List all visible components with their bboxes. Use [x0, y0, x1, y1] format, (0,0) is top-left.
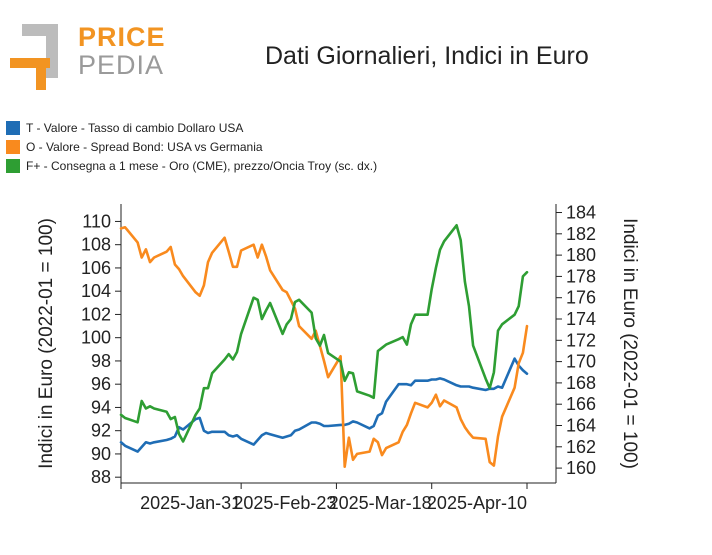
y-tick-label-left: 96	[91, 374, 111, 394]
y-tick-label-left: 92	[91, 421, 111, 441]
legend: T - Valore - Tasso di cambio Dollaro USA…	[6, 118, 377, 175]
logo-orange-bar	[10, 58, 50, 68]
y-tick-label-left: 102	[81, 304, 111, 324]
y-tick-label-right: 166	[566, 394, 596, 414]
legend-item[interactable]: F+ - Consegna a 1 mese - Oro (CME), prez…	[6, 156, 377, 175]
y-tick-label-right: 168	[566, 373, 596, 393]
y-tick-label-right: 176	[566, 288, 596, 308]
y-tick-label-left: 106	[81, 258, 111, 278]
legend-label: T - Valore - Tasso di cambio Dollaro USA	[26, 120, 244, 135]
series-line-2	[119, 224, 529, 443]
x-tick-label: 2025-Mar-18	[329, 493, 432, 513]
legend-label: O - Valore - Spread Bond: USA vs Germani…	[26, 139, 263, 154]
y-tick-label-right: 174	[566, 309, 596, 329]
y-tick-label-left: 104	[81, 281, 111, 301]
y-tick-label-left: 108	[81, 235, 111, 255]
y-tick-label-left: 94	[91, 397, 111, 417]
y-tick-label-right: 178	[566, 266, 596, 286]
pricepedia-logo: PRICE PEDIA	[8, 20, 168, 92]
x-tick-label: 2025-Feb-23	[233, 493, 336, 513]
y-axis-title-left: Indici in Euro (2022-01 = 100)	[36, 218, 57, 469]
y-tick-label-left: 110	[82, 211, 111, 231]
y-tick-label-right: 182	[566, 224, 596, 244]
y-tick-label-left: 98	[91, 351, 111, 371]
x-tick-label: 2025-Jan-31	[140, 493, 241, 513]
logo-orange-pillar	[36, 58, 46, 90]
logo-mark	[10, 24, 58, 90]
y-tick-label-right: 172	[566, 330, 596, 350]
y-tick-label-left: 100	[81, 328, 111, 348]
legend-swatch	[6, 139, 20, 154]
series-line-1	[119, 226, 529, 469]
y-tick-label-right: 184	[566, 203, 596, 223]
logo-text-pedia: PEDIA	[78, 50, 165, 80]
legend-swatch	[6, 158, 20, 173]
x-tick-label: 2025-Apr-10	[427, 493, 527, 513]
logo-text-price: PRICE	[78, 22, 166, 52]
legend-label: F+ - Consegna a 1 mese - Oro (CME), prez…	[26, 158, 378, 173]
y-tick-label-right: 164	[566, 415, 596, 435]
legend-item[interactable]: O - Valore - Spread Bond: USA vs Germani…	[6, 137, 377, 156]
legend-swatch	[6, 120, 20, 135]
y-tick-label-right: 162	[566, 437, 596, 457]
legend-item[interactable]: T - Valore - Tasso di cambio Dollaro USA	[6, 118, 377, 137]
y-tick-label-right: 180	[566, 245, 596, 265]
y-tick-label-left: 90	[91, 444, 111, 464]
y-tick-label-left: 88	[91, 467, 111, 487]
y-tick-label-right: 160	[566, 458, 596, 478]
chart-title: Dati Giornalieri, Indici in Euro	[265, 42, 589, 70]
y-tick-label-right: 170	[566, 352, 596, 372]
y-axis-title-right: Indici in Euro (2022-01 = 100)	[619, 218, 640, 469]
